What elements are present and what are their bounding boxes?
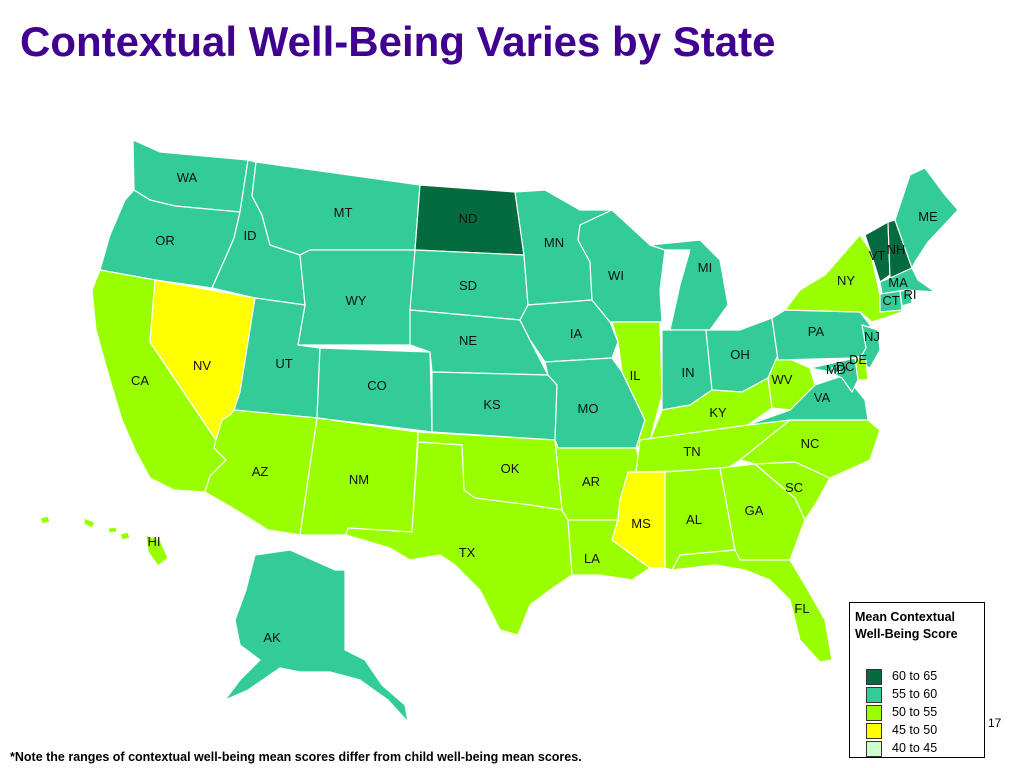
label-nv: NV — [193, 358, 211, 373]
label-wv: WV — [772, 372, 793, 387]
label-ok: OK — [501, 461, 520, 476]
label-il: IL — [630, 368, 641, 383]
label-ia: IA — [570, 326, 583, 341]
legend-label: 60 to 65 — [892, 669, 938, 683]
label-wy: WY — [346, 293, 367, 308]
state-il[interactable] — [611, 321, 663, 449]
legend-swatch — [866, 687, 882, 703]
legend-swatch — [866, 741, 882, 757]
label-sc: SC — [785, 480, 803, 495]
footnote: *Note the ranges of contextual well-bein… — [10, 750, 582, 764]
state-fl[interactable] — [671, 549, 833, 663]
state-me[interactable] — [894, 167, 959, 269]
label-ne: NE — [459, 333, 477, 348]
legend-label: 55 to 60 — [892, 687, 938, 701]
label-wa: WA — [177, 170, 198, 185]
label-vt: VT — [869, 248, 886, 263]
label-hi: HI — [148, 534, 161, 549]
label-ma: MA — [888, 275, 908, 290]
label-pa: PA — [808, 324, 825, 339]
legend: Mean Contextual Well-Being Score 60 to 6… — [849, 602, 985, 758]
label-ms: MS — [631, 516, 651, 531]
label-de: DE — [849, 352, 867, 367]
state-ri[interactable] — [899, 289, 913, 307]
label-mi: MI — [698, 260, 712, 275]
label-ct: CT — [882, 293, 899, 308]
label-ak: AK — [263, 630, 281, 645]
label-ut: UT — [275, 356, 292, 371]
label-ca: CA — [131, 373, 149, 388]
state-az[interactable] — [204, 409, 318, 536]
page-number: 17 — [988, 716, 1002, 730]
label-va: VA — [814, 390, 831, 405]
legend-label: 45 to 50 — [892, 723, 938, 737]
label-id: ID — [244, 228, 257, 243]
label-sd: SD — [459, 278, 477, 293]
label-tn: TN — [683, 444, 700, 459]
legend-swatch — [866, 705, 882, 721]
state-hi[interactable] — [39, 515, 169, 567]
label-oh: OH — [730, 347, 750, 362]
label-me: ME — [918, 209, 938, 224]
label-nc: NC — [801, 436, 820, 451]
label-az: AZ — [252, 464, 269, 479]
label-mo: MO — [578, 401, 599, 416]
state-nj[interactable] — [857, 324, 881, 369]
label-co: CO — [367, 378, 387, 393]
label-fl: FL — [794, 601, 809, 616]
label-ga: GA — [745, 503, 764, 518]
label-ri: RI — [904, 287, 917, 302]
label-mn: MN — [544, 235, 564, 250]
legend-label: 50 to 55 — [892, 705, 938, 719]
label-nj: NJ — [864, 329, 880, 344]
label-tx: TX — [459, 545, 476, 560]
state-ak[interactable] — [224, 549, 409, 723]
state-dc[interactable] — [831, 365, 841, 375]
label-nd: ND — [459, 211, 478, 226]
state-md[interactable] — [809, 357, 859, 393]
label-la: LA — [584, 551, 600, 566]
label-nm: NM — [349, 472, 369, 487]
state-ct[interactable] — [879, 290, 903, 313]
label-md: MD — [826, 362, 846, 377]
label-nh: NH — [887, 242, 906, 257]
legend-swatch — [866, 723, 882, 739]
label-ky: KY — [709, 405, 727, 420]
label-or: OR — [155, 233, 175, 248]
legend-swatch — [866, 669, 882, 685]
label-ar: AR — [582, 474, 600, 489]
legend-label: 40 to 45 — [892, 741, 938, 755]
state-labels: WA OR CA NV ID MT WY UT CO AZ NM ND SD N… — [131, 170, 938, 645]
label-in: IN — [682, 365, 695, 380]
label-mt: MT — [334, 205, 353, 220]
label-dc: DC — [836, 359, 855, 374]
label-al: AL — [686, 512, 702, 527]
legend-title: Mean Contextual Well-Being Score — [855, 610, 958, 641]
label-ks: KS — [483, 397, 501, 412]
state-tx[interactable] — [345, 441, 573, 636]
slide-title: Contextual Well-Being Varies by State — [20, 18, 776, 65]
state-vt[interactable] — [864, 221, 891, 283]
label-ny: NY — [837, 273, 855, 288]
label-wi: WI — [608, 268, 624, 283]
